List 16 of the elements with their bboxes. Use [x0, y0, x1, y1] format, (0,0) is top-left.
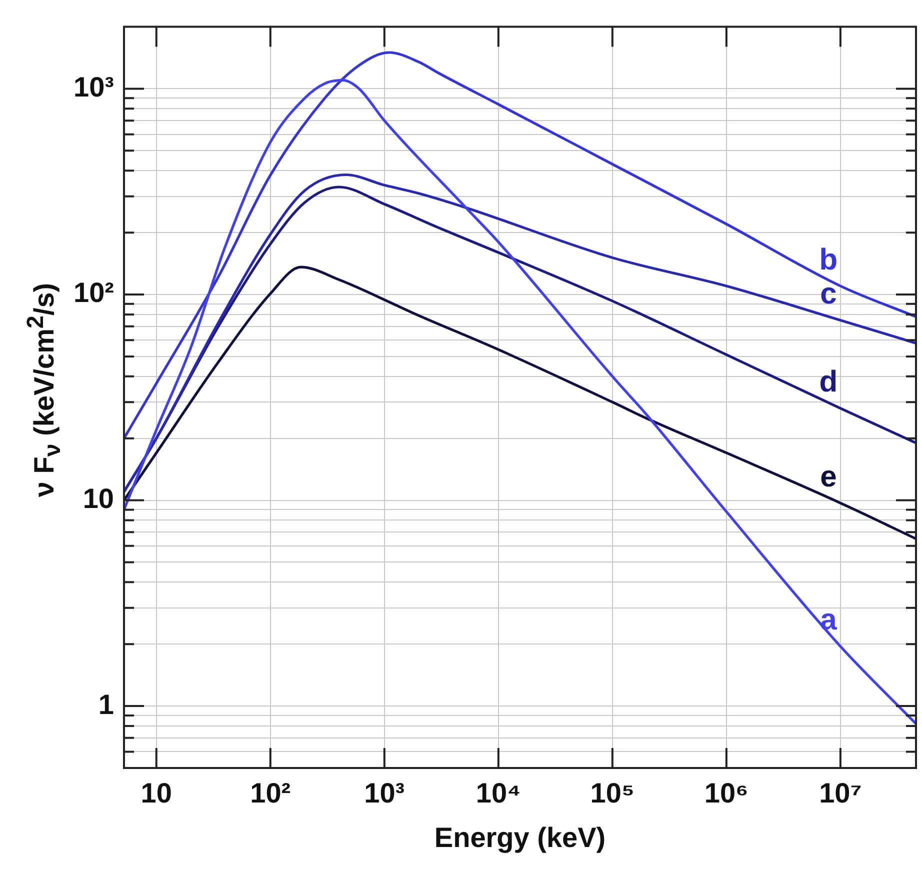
x-tick-label: 10 — [140, 778, 172, 809]
y-tick-label: 1 — [98, 688, 114, 720]
x-tick-label: 10⁷ — [819, 778, 862, 809]
x-tick-label: 10⁵ — [590, 778, 635, 809]
series-label: b — [819, 243, 838, 276]
y-tick-label: 10 — [82, 483, 114, 514]
x-tick-label: 10² — [250, 778, 291, 809]
x-tick-label: 10⁶ — [704, 778, 748, 809]
x-tick-label: 10⁴ — [476, 778, 521, 809]
series-label: c — [820, 277, 837, 310]
series-label: d — [819, 366, 838, 399]
x-tick-label: 10³ — [364, 778, 405, 809]
y-tick-label: 10² — [74, 277, 114, 308]
y-tick-label: 10³ — [74, 71, 114, 102]
series-label: e — [820, 460, 837, 494]
x-axis-title: Energy (keV) — [434, 822, 606, 854]
